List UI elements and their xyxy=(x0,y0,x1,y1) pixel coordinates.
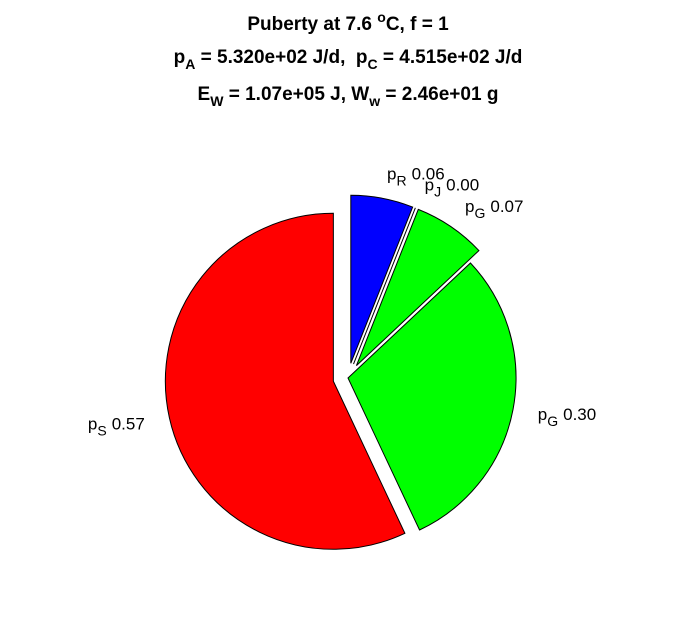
title-segment: Puberty at 7.6 xyxy=(247,14,377,35)
title-segment: C, f = 1 xyxy=(386,14,449,35)
slice-name: p xyxy=(425,175,434,194)
slice-value: 0.30 xyxy=(563,405,596,424)
title-segment: E xyxy=(198,84,211,105)
title-segment: = 4.515e+02 J/d xyxy=(378,47,523,68)
title-segment: = 1.07e+05 J, W xyxy=(223,84,369,105)
slice-name-sub: G xyxy=(474,205,485,221)
slice-label: pJ 0.00 xyxy=(425,175,480,199)
pie-slice xyxy=(355,208,480,366)
slice-name-sub: G xyxy=(547,413,558,429)
slice-name: p xyxy=(88,414,97,433)
slice-value: 0.57 xyxy=(112,414,145,433)
slice-value: 0.00 xyxy=(446,175,479,194)
slice-name: p xyxy=(538,405,547,424)
chart-title: Puberty at 7.6 oC, f = 1 xyxy=(247,9,449,35)
slice-label: pG 0.30 xyxy=(538,405,596,429)
slice-name: p xyxy=(387,164,396,183)
title-segment: w xyxy=(368,93,380,109)
slice-label: pG 0.07 xyxy=(465,197,523,221)
slice-value: 0.07 xyxy=(490,197,523,216)
title-segment: = 5.320e+02 J/d, p xyxy=(195,47,367,68)
title-segment: A xyxy=(185,56,195,72)
slice-label: pR 0.06 xyxy=(387,164,445,188)
slice-label: pS 0.57 xyxy=(88,414,145,438)
title-segment: C xyxy=(368,56,378,72)
pie-slice xyxy=(347,262,517,531)
title-segment: W xyxy=(210,93,224,109)
pie-slice xyxy=(350,194,414,364)
pie-slice xyxy=(164,212,406,550)
chart-title: EW = 1.07e+05 J, Ww = 2.46e+01 g xyxy=(198,84,499,109)
title-segment: o xyxy=(377,9,386,25)
slice-name-sub: R xyxy=(396,172,406,188)
slice-name: p xyxy=(465,197,474,216)
slice-value: 0.06 xyxy=(412,164,445,183)
slice-name-sub: S xyxy=(97,422,106,438)
slice-name-sub: J xyxy=(434,183,441,199)
pie-slice xyxy=(353,207,416,365)
title-segment: = 2.46e+01 g xyxy=(380,84,498,105)
title-segment: p xyxy=(174,47,186,68)
chart-title: pA = 5.320e+02 J/d, pC = 4.515e+02 J/d xyxy=(174,47,523,72)
